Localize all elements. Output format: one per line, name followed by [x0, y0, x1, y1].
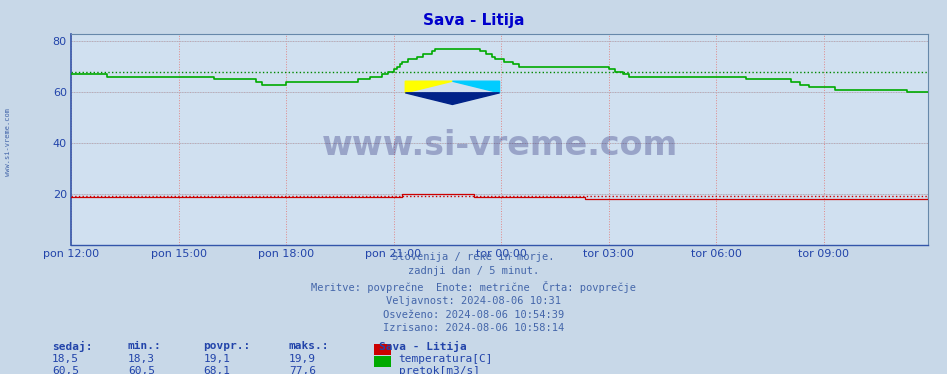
Polygon shape [453, 81, 500, 93]
Text: pretok[m3/s]: pretok[m3/s] [399, 366, 480, 374]
Text: 18,3: 18,3 [128, 354, 155, 364]
Polygon shape [405, 81, 453, 93]
Text: min.:: min.: [128, 341, 162, 351]
Text: www.si-vreme.com: www.si-vreme.com [321, 129, 678, 162]
Text: Sava - Litija: Sava - Litija [379, 341, 467, 352]
Text: 18,5: 18,5 [52, 354, 80, 364]
Text: maks.:: maks.: [289, 341, 330, 351]
Text: sedaj:: sedaj: [52, 341, 93, 352]
Polygon shape [405, 93, 500, 104]
Text: 19,1: 19,1 [204, 354, 231, 364]
Text: temperatura[C]: temperatura[C] [399, 354, 493, 364]
Text: 60,5: 60,5 [52, 366, 80, 374]
Text: 77,6: 77,6 [289, 366, 316, 374]
Text: Sava - Litija: Sava - Litija [422, 13, 525, 28]
Text: 60,5: 60,5 [128, 366, 155, 374]
Text: 19,9: 19,9 [289, 354, 316, 364]
Text: 68,1: 68,1 [204, 366, 231, 374]
Text: www.si-vreme.com: www.si-vreme.com [5, 108, 10, 176]
Text: povpr.:: povpr.: [204, 341, 251, 351]
Text: Slovenija / reke in morje.
zadnji dan / 5 minut.
Meritve: povprečne  Enote: metr: Slovenija / reke in morje. zadnji dan / … [311, 252, 636, 333]
